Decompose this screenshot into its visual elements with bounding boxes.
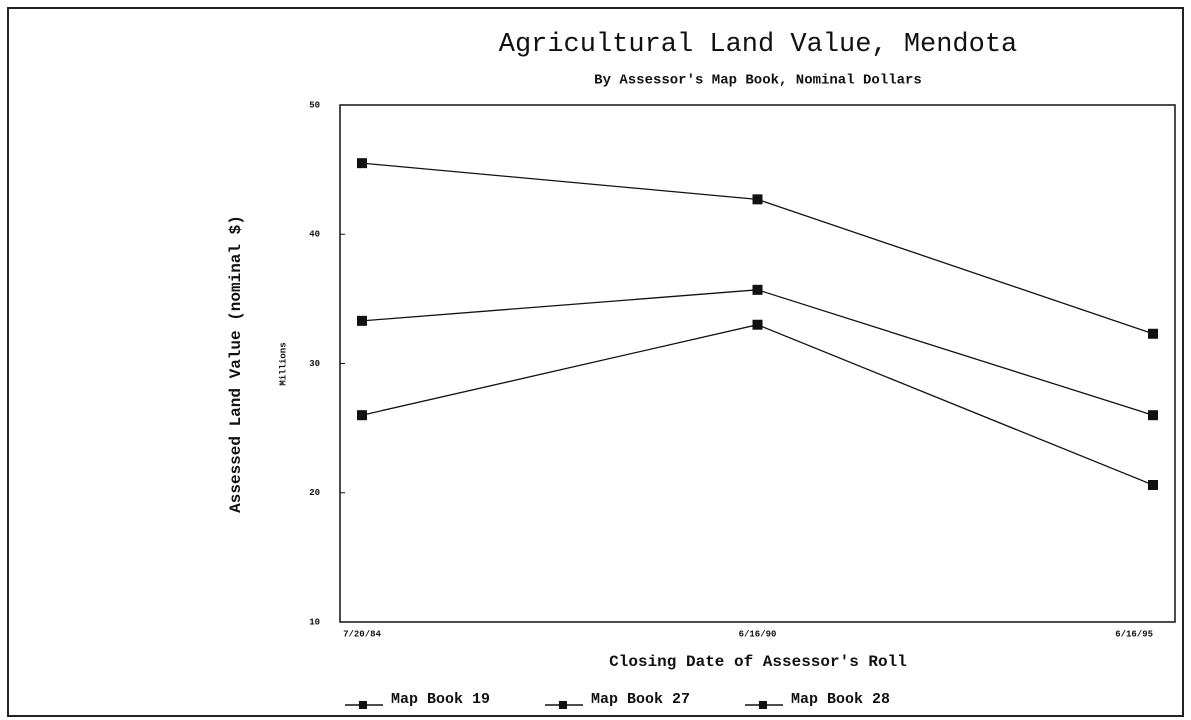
point bbox=[357, 315, 367, 326]
x-tick-label: 7/20/84 bbox=[343, 629, 381, 639]
point bbox=[1148, 410, 1158, 421]
x-axis-label: Closing Date of Assessor's Roll bbox=[609, 653, 907, 671]
chart-subtitle: By Assessor's Map Book, Nominal Dollars bbox=[594, 73, 922, 89]
series-line bbox=[361, 289, 1154, 416]
point bbox=[752, 284, 763, 295]
legend-label: Map Book 28 bbox=[791, 691, 890, 708]
point bbox=[752, 194, 763, 205]
y-tick-label: 20 bbox=[309, 488, 320, 498]
plot-area bbox=[339, 104, 1176, 623]
x-tick-label: 6/16/95 bbox=[1115, 629, 1153, 639]
point bbox=[752, 319, 763, 330]
point bbox=[357, 158, 367, 169]
frame bbox=[7, 7, 1184, 717]
y-tick-label: 40 bbox=[309, 230, 320, 240]
y-tick-label: 30 bbox=[309, 359, 320, 369]
legend-marker bbox=[559, 701, 567, 709]
y-unit: Millions bbox=[278, 342, 288, 385]
point bbox=[1148, 328, 1158, 339]
point bbox=[357, 410, 367, 421]
y-axis-label: Assessed Land Value (nominal $) bbox=[227, 215, 245, 513]
series-line bbox=[361, 162, 1154, 335]
legend-marker bbox=[759, 701, 767, 709]
legend-label: Map Book 19 bbox=[391, 691, 490, 708]
legend-marker bbox=[359, 701, 367, 709]
legend-label: Map Book 27 bbox=[591, 691, 690, 708]
y-tick-label: 50 bbox=[309, 100, 320, 110]
chart-title: Agricultural Land Value, Mendota bbox=[499, 30, 1017, 60]
series-line bbox=[361, 324, 1154, 486]
y-tick-label: 10 bbox=[309, 617, 320, 627]
x-tick-label: 6/16/90 bbox=[739, 629, 777, 639]
point bbox=[1148, 479, 1158, 490]
